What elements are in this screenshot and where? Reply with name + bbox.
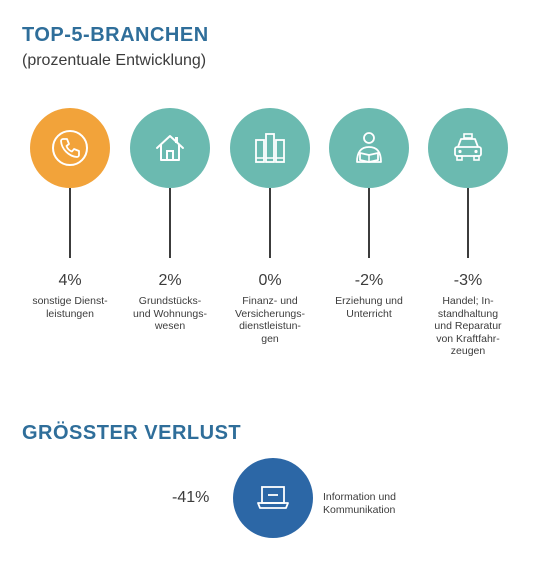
loss-title: GRÖSSTER VERLUST — [22, 422, 242, 444]
page-subtitle: (prozentuale Entwicklung) — [22, 52, 207, 69]
branch-label: Handel; In- standhaltung und Reparatur v… — [434, 295, 502, 357]
branch-column-finance: 0% Finanz- und Versicherungs- dienstleis… — [220, 108, 320, 345]
branch-stem — [69, 188, 71, 258]
loss-label: Information und Kommunikation — [323, 491, 396, 516]
branch-percent: 2% — [158, 272, 182, 289]
branch-circle — [329, 108, 409, 188]
phone-icon — [52, 130, 88, 166]
car-icon — [454, 133, 482, 161]
branch-circle — [230, 108, 310, 188]
branch-stem — [467, 188, 469, 258]
branch-column-education: -2% Erziehung und Unterricht — [319, 108, 419, 320]
branch-circle — [428, 108, 508, 188]
branch-label: sonstige Dienst- leistungen — [32, 295, 108, 320]
branch-stem — [368, 188, 370, 258]
branch-label: Grundstücks- und Wohnungs- wesen — [133, 295, 207, 332]
branch-label: Erziehung und Unterricht — [335, 295, 403, 320]
reader-icon — [356, 132, 382, 163]
loss-percent: -41% — [172, 489, 210, 506]
branch-percent: -3% — [453, 272, 483, 289]
branch-stem — [169, 188, 171, 258]
files-icon — [255, 133, 285, 163]
branch-circle — [30, 108, 110, 188]
branch-percent: 0% — [258, 272, 282, 289]
branch-column-services: 4% sonstige Dienst- leistungen — [20, 108, 120, 320]
laptop-icon — [257, 486, 289, 509]
branch-circle — [130, 108, 210, 188]
branch-percent: 4% — [58, 272, 82, 289]
house-icon — [156, 135, 184, 161]
branch-label: Finanz- und Versicherungs- dienstleistun… — [234, 295, 306, 345]
branch-stem — [269, 188, 271, 258]
loss-circle — [233, 458, 313, 538]
branch-column-trade: -3% Handel; In- standhaltung und Reparat… — [418, 108, 518, 358]
page-title: TOP-5-BRANCHEN — [22, 24, 209, 46]
branch-column-real-estate: 2% Grundstücks- und Wohnungs- wesen — [120, 108, 220, 333]
branch-percent: -2% — [354, 272, 384, 289]
